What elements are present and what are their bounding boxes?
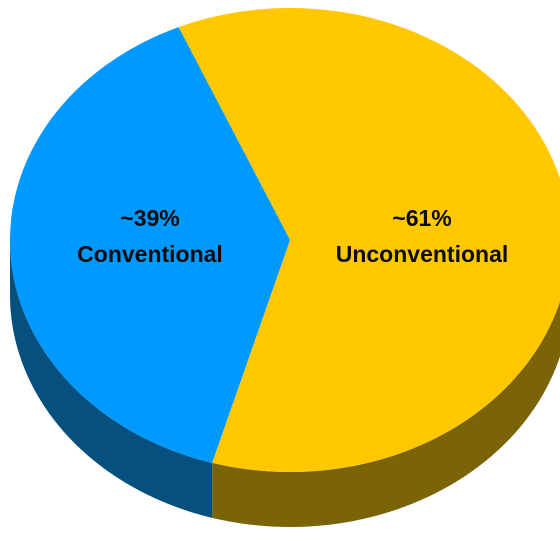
- slice-label-unconventional-percent: ~61%: [392, 205, 451, 231]
- slice-label-conventional-percent: ~39%: [120, 205, 179, 231]
- slice-side-conventional: [10, 240, 213, 518]
- slice-unconventional: [178, 8, 560, 472]
- slice-labels: ~39% Conventional ~61% Unconventional: [77, 205, 508, 267]
- slice-side-unconventional: [212, 301, 560, 527]
- slice-conventional: [9, 27, 290, 463]
- pie-sides: [10, 240, 560, 527]
- slice-label-unconventional-name: Unconventional: [336, 241, 509, 267]
- slice-label-conventional-name: Conventional: [77, 241, 223, 267]
- pie-top: [9, 8, 560, 472]
